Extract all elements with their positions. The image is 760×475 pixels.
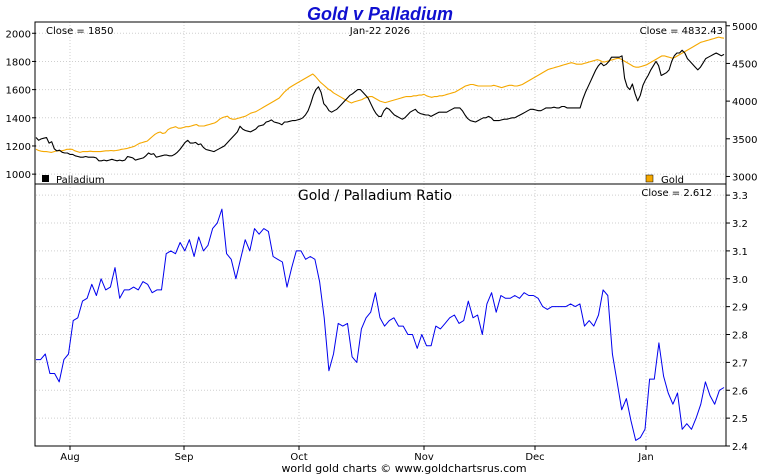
right-tick-label: 4000 (732, 97, 757, 108)
left-tick-label: 1200 (6, 142, 31, 153)
ratio-line (36, 208, 725, 441)
x-tick-label: Dec (525, 452, 544, 463)
ratio-tick-label: 3.3 (732, 191, 748, 202)
x-tick-label: Nov (414, 452, 434, 463)
chart-title: Gold v Palladium (307, 4, 453, 24)
ratio-panel-frame (34, 183, 727, 447)
x-tick-label: Jan (637, 452, 653, 463)
ratio-axis-ticks: 2.4 2.5 2.6 2.7 2.8 2.9 3.0 3.1 3.2 3.3 (726, 191, 748, 453)
ratio-tick-label: 3.0 (732, 275, 748, 286)
ratio-tick-label: 3.1 (732, 247, 748, 258)
legend-gold-swatch (645, 174, 654, 183)
ratio-tick-label: 2.4 (732, 442, 748, 453)
left-tick-label: 1600 (6, 86, 31, 97)
legend-palladium-label: Palladium (56, 175, 105, 186)
gold-close-label: Close = 4832.43 (640, 26, 723, 37)
right-tick-label: 3500 (732, 135, 757, 146)
left-tick-label: 2000 (6, 29, 31, 40)
right-axis-ticks: 3000 3500 4000 4500 5000 (726, 22, 757, 183)
right-tick-label: 5000 (732, 22, 757, 33)
left-tick-label: 1400 (6, 114, 31, 125)
right-tick-label: 4500 (732, 59, 757, 70)
palladium-line (35, 49, 725, 162)
ratio-tick-label: 2.8 (732, 331, 748, 342)
left-tick-label: 1000 (6, 170, 31, 181)
top-panel-grid (36, 22, 726, 184)
ratio-tick-label: 2.6 (732, 386, 748, 397)
ratio-tick-label: 2.5 (732, 414, 748, 425)
footer-credit: world gold charts © www.goldchartsrus.co… (281, 462, 526, 475)
ratio-close-label: Close = 2.612 (641, 188, 712, 199)
legend-gold-label: Gold (661, 175, 684, 186)
x-tick-label: Sep (175, 452, 194, 463)
right-tick-label: 3000 (732, 172, 757, 183)
ratio-tick-label: 2.7 (732, 358, 748, 369)
left-tick-label: 1800 (6, 57, 31, 68)
date-label: Jan-22 2026 (349, 26, 410, 37)
legend-palladium-swatch (42, 175, 49, 182)
x-tick-label: Aug (60, 452, 80, 463)
ratio-tick-label: 3.2 (732, 219, 748, 230)
x-tick-label: Oct (290, 452, 307, 463)
palladium-series (35, 49, 725, 162)
left-axis-ticks: 1000 1200 1400 1600 1800 2000 (6, 29, 36, 181)
x-axis-labels: Aug Sep Oct Nov Dec Jan (60, 446, 654, 463)
ratio-tick-label: 2.9 (732, 303, 748, 314)
ratio-series (36, 208, 725, 441)
palladium-close-label: Close = 1850 (46, 26, 113, 37)
ratio-title: Gold / Palladium Ratio (298, 188, 452, 204)
